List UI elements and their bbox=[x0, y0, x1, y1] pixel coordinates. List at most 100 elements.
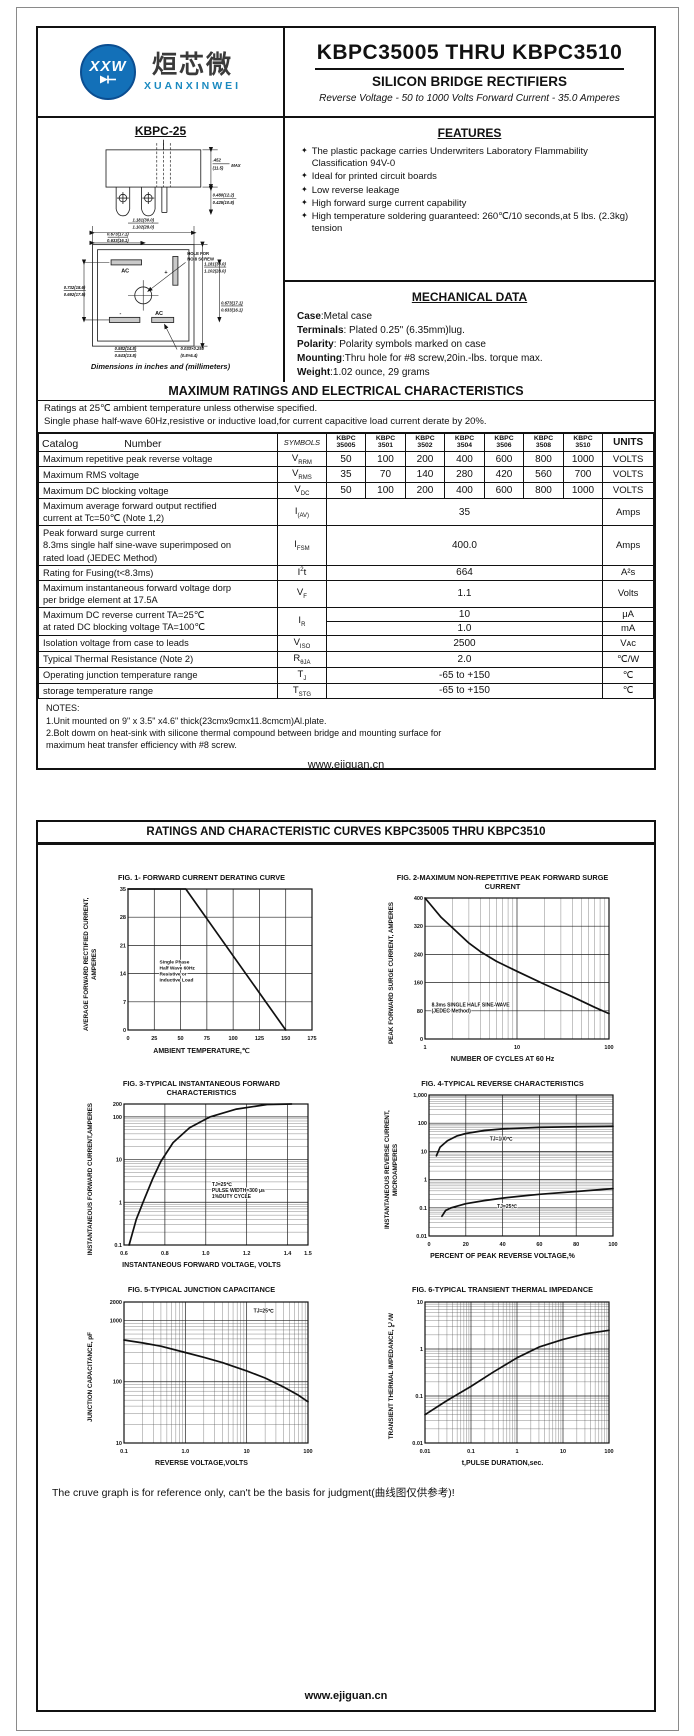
svg-text:1.4: 1.4 bbox=[284, 1251, 293, 1257]
value-cell: 400 bbox=[444, 450, 485, 468]
chart-body: INSTANTANEOUS REVERSE CURRENT, MICROAMPE… bbox=[384, 1090, 622, 1250]
table-row: Rating for Fusing(t<8.3ms) I2t 664 A²s bbox=[38, 564, 654, 581]
website-link-2[interactable]: www.ejiguan.cn bbox=[304, 1690, 388, 1702]
part-subtitle: SILICON BRIDGE RECTIFIERS bbox=[371, 73, 567, 89]
value-cell: -65 to +150 bbox=[325, 666, 604, 684]
svg-text:35: 35 bbox=[120, 887, 126, 893]
dim-right-2: 0.673(17.1) bbox=[221, 300, 243, 305]
svg-text:Half Wave 60Hz: Half Wave 60Hz bbox=[160, 966, 196, 972]
ratings-banner: MAXIMUM RATINGS AND ELECTRICAL CHARACTER… bbox=[38, 382, 654, 401]
fig4-chart: FIG. 4-TYPICAL REVERSE CHARACTERISTICS IN… bbox=[361, 1079, 644, 1269]
fig4-plot: 0 20 40 60 80 100 0.01 0.1 1 10 100 1,000 TJ=100℃ TJ=… bbox=[414, 1093, 618, 1248]
x-axis-label: AMBIENT TEMPERATURE,℃ bbox=[153, 1048, 250, 1056]
device-column-header: KBPC 35005 bbox=[325, 432, 367, 452]
fig5-plot: 0.1 1.0 10 100 10 100 1000 2000 TJ=25℃ bbox=[110, 1300, 313, 1455]
value-cell: 400 bbox=[444, 482, 485, 500]
chart-title: FIG. 6-TYPICAL TRANSIENT THERMAL IMPEDAN… bbox=[412, 1285, 593, 1295]
svg-text:20: 20 bbox=[463, 1242, 469, 1248]
value-cell: 420 bbox=[483, 466, 525, 484]
svg-text:0.633(16.1): 0.633(16.1) bbox=[107, 238, 129, 243]
svg-text:100: 100 bbox=[605, 1449, 614, 1455]
notes-heading: NOTES: bbox=[46, 703, 80, 714]
symbol-cell: RθJA bbox=[277, 650, 327, 668]
mech-row: Case:Metal case bbox=[297, 311, 373, 322]
value-cell: 800 bbox=[523, 482, 564, 500]
symbol-cell: VF bbox=[277, 579, 327, 608]
svg-text:10: 10 bbox=[116, 1441, 122, 1447]
note-line: maximum heat transfer efficiency with #8… bbox=[46, 739, 237, 750]
svg-text:10: 10 bbox=[421, 1150, 427, 1156]
value-cell: 560 bbox=[523, 466, 564, 484]
x-axis-label: REVERSE VOLTAGE,VOLTS bbox=[155, 1459, 248, 1467]
parameter-cell: Maximum instantaneous forward voltage do… bbox=[38, 579, 279, 608]
fig2-plot: 1 10 100 0 80 160 240 320 400 8.3ms SINGLE HALF S… bbox=[414, 896, 614, 1051]
table-row: Maximum instantaneous forward voltage do… bbox=[38, 579, 654, 608]
drawing-and-info: KBPC-25 bbox=[38, 118, 654, 382]
svg-text:8.3ms SINGLE HALF SINE-WAVE: 8.3ms SINGLE HALF SINE-WAVE bbox=[432, 1003, 511, 1009]
symbols-header: SYMBOLS bbox=[277, 432, 327, 452]
value-cell: 70 bbox=[365, 466, 406, 484]
dim-tab: 0.480(12.2) bbox=[212, 192, 234, 197]
value-cell: -65 to +150 bbox=[325, 682, 604, 700]
hole-callout: HOLE FOR bbox=[187, 251, 209, 256]
chart-body: TRANSIENT THERMAL IMPEDANCE, ℃/W 0.01 0.1 1… bbox=[388, 1297, 618, 1457]
svg-text:80: 80 bbox=[573, 1242, 579, 1248]
website-link[interactable]: www.ejiguan.cn bbox=[307, 758, 385, 770]
device-column-header: KBPC 3502 bbox=[404, 432, 446, 452]
svg-text:Resistive or: Resistive or bbox=[160, 972, 187, 978]
chart-title: FIG. 5-TYPICAL JUNCTION CAPACITANCE bbox=[127, 1285, 276, 1295]
device-column-header: KBPC 3501 bbox=[365, 432, 406, 452]
svg-text:0: 0 bbox=[123, 1028, 126, 1034]
svg-text:10: 10 bbox=[417, 1300, 423, 1306]
value-cell: 400.0 bbox=[325, 525, 604, 566]
dim-width-1: 1.181(30.0) bbox=[132, 217, 154, 222]
symbol-cell: VISO bbox=[277, 634, 327, 652]
svg-text:160: 160 bbox=[414, 981, 423, 987]
dimensions-caption: Dimensions in inches and (millimeters) bbox=[90, 362, 231, 372]
svg-text:(11.5): (11.5) bbox=[212, 165, 223, 170]
table-header-row: Catalog Number SYMBOLS KBPC 35005 KBPC 3501 KBP… bbox=[38, 432, 654, 452]
symbol-cell: VRRM bbox=[277, 450, 327, 468]
part-number-title: KBPC35005 THRU KBPC3510 bbox=[316, 40, 623, 64]
dim-width-2: 0.673(17.1) bbox=[107, 232, 129, 237]
svg-text:100: 100 bbox=[609, 1242, 618, 1248]
parameter-cell: Maximum DC blocking voltage bbox=[38, 482, 279, 500]
dim-bottom-1: 0.582(14.8) bbox=[114, 346, 136, 351]
svg-text:1.2: 1.2 bbox=[243, 1251, 251, 1257]
value-cell: 50 bbox=[325, 482, 367, 500]
logo-circle-icon: XXW bbox=[79, 44, 136, 100]
mechanical-section: MECHANICAL DATA Case:Metal case Terminals… bbox=[285, 282, 654, 382]
value-cell: 1.1 bbox=[325, 579, 604, 608]
value-cell: 664 bbox=[325, 564, 604, 581]
svg-text:100: 100 bbox=[605, 1045, 614, 1051]
bullet-icon: ✦ bbox=[301, 146, 308, 155]
value-cell: 1000 bbox=[562, 482, 604, 500]
y-axis-label: PEAK FORWARD SURGE CURRENT, AMPERES bbox=[387, 902, 395, 1045]
svg-text:60: 60 bbox=[537, 1242, 543, 1248]
svg-text:1,000: 1,000 bbox=[414, 1093, 428, 1099]
brand-logo: XXW 烜芯微 XUANXINWEI bbox=[38, 28, 285, 116]
svg-text:7: 7 bbox=[123, 1000, 126, 1006]
svg-text:320: 320 bbox=[414, 924, 423, 930]
table-row: 1.0 mA bbox=[39, 620, 654, 636]
feature-item: ✦ The plastic package carries Underwriter… bbox=[293, 146, 646, 170]
device-column-header: KBPC 3510 bbox=[562, 432, 604, 452]
device-column-header: KBPC 3506 bbox=[483, 432, 525, 452]
chart-body: AVERAGE FORWARD RECTIFIED CURRENT, AMPER… bbox=[83, 884, 321, 1044]
svg-text:0.01: 0.01 bbox=[413, 1441, 424, 1447]
symbol-cell: TSTG bbox=[277, 682, 327, 700]
svg-text:TJ=25℃: TJ=25℃ bbox=[254, 1307, 274, 1314]
svg-text:10: 10 bbox=[514, 1045, 520, 1051]
device-column-header: KBPC 3508 bbox=[523, 432, 564, 452]
note-line: 1.Unit mounted on 9" x 3.5" x4.6" thick(… bbox=[46, 715, 327, 726]
brand-name-en: XUANXINWEI bbox=[143, 79, 242, 92]
svg-text:PULSE WIDTH=300 μs: PULSE WIDTH=300 μs bbox=[212, 1188, 265, 1194]
disclaimer-text: The cruve graph is for reference only, c… bbox=[52, 1486, 455, 1499]
svg-text:0.543(13.8): 0.543(13.8) bbox=[114, 353, 136, 358]
y-axis-label: INSTANTANEOUS REVERSE CURRENT, MICROAMPE… bbox=[383, 1110, 399, 1230]
svg-text:0.1: 0.1 bbox=[468, 1449, 476, 1455]
value-cell: 140 bbox=[404, 466, 446, 484]
svg-text:1.0: 1.0 bbox=[182, 1449, 190, 1455]
parameter-cell: Isolation voltage from case to leads bbox=[38, 634, 279, 652]
svg-text:1.5: 1.5 bbox=[305, 1251, 313, 1257]
